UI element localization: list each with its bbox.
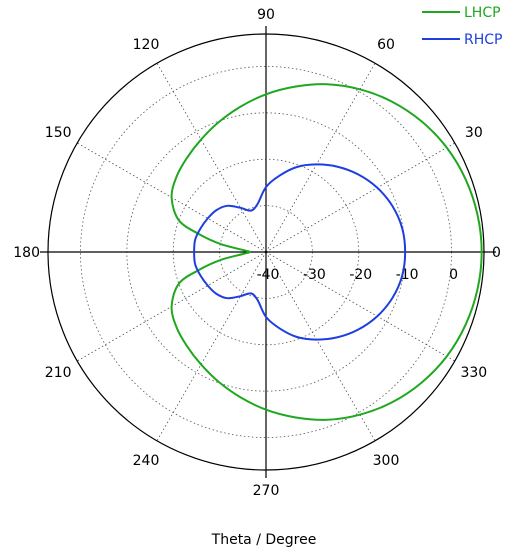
angle-tick-labels: 0 30 60 90 120 150 180 210 240 270 300 330 [13, 7, 501, 499]
angle-tick-label: 0 [492, 245, 501, 261]
angle-tick-label: 90 [257, 7, 275, 23]
grid-spoke-120 [157, 63, 266, 252]
angle-tick-label: 150 [45, 125, 72, 141]
radial-tick-label: -10 [396, 267, 419, 283]
angle-tick-label: 300 [373, 453, 400, 469]
x-axis-label: Theta / Degree [211, 532, 317, 548]
legend-label-rhcp: RHCP [464, 32, 502, 48]
legend-label-lhcp: LHCP [464, 5, 501, 21]
angle-tick-label: 330 [460, 365, 487, 381]
radial-tick-labels: -40 -30 -20 -10 0 [257, 267, 458, 283]
angle-tick-label: 270 [253, 483, 280, 499]
angle-tick-label: 30 [465, 125, 483, 141]
radial-tick-label: -40 [257, 267, 280, 283]
radial-tick-label: -20 [349, 267, 372, 283]
angle-tick-label: 210 [45, 365, 72, 381]
legend: LHCP RHCP [422, 5, 502, 48]
grid-spoke-60 [266, 63, 375, 252]
angle-tick-label: 180 [13, 245, 40, 261]
angle-tick-label: 120 [133, 37, 160, 53]
angle-tick-label: 240 [133, 453, 160, 469]
angle-tick-label: 60 [377, 37, 395, 53]
radial-tick-label: -30 [303, 267, 326, 283]
grid-spoke-240 [157, 252, 266, 441]
radial-tick-label: 0 [449, 267, 458, 283]
grid-spoke-30 [266, 143, 455, 252]
